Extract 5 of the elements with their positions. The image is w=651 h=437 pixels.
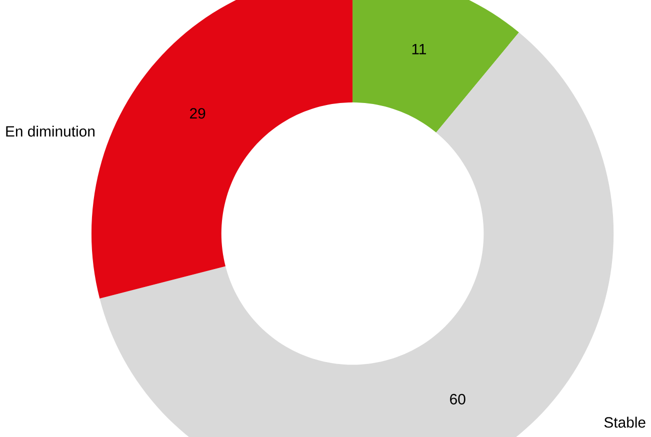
slice-label: Stable [604,416,646,428]
slice-label: En diminution [6,126,94,137]
data-label: 60 [450,394,466,404]
data-label: 29 [190,108,206,119]
data-label: 11 [412,44,426,54]
